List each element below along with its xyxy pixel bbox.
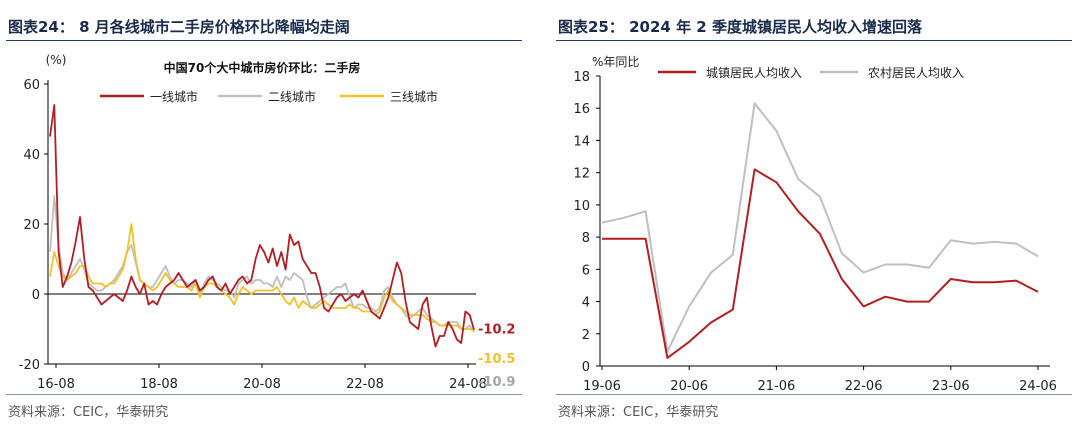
y-tick-label: 20	[23, 218, 40, 233]
y-tick-label: 16	[573, 102, 590, 117]
end-value-label-1: -10.2	[478, 323, 515, 338]
left-figure-title: 图表24： 8 月各线城市二手房价格环比降幅均走阔	[8, 18, 350, 36]
x-tick-label: 18-08	[140, 377, 178, 392]
x-tick-label: 20-06	[670, 379, 708, 394]
left-source-rule	[6, 394, 522, 395]
y-tick-label: 6	[582, 263, 590, 278]
x-tick-label: 24-06	[1019, 379, 1057, 394]
x-tick-label: 19-06	[583, 379, 621, 394]
x-tick-label: 20-08	[243, 377, 281, 392]
series-line-2	[601, 102, 1039, 353]
left-figure-panel: 图表24： 8 月各线城市二手房价格环比降幅均走阔 -20 0 20 40 60 (%) 1…	[0, 0, 530, 427]
y-tick-label: 40	[23, 148, 40, 163]
end-value-label-3: -10.9	[478, 375, 515, 390]
y-tick-label: 10	[573, 199, 590, 214]
x-tick-label: 16-08	[37, 377, 75, 392]
series-line-1	[602, 168, 1039, 359]
right-source-rule	[556, 394, 1072, 395]
legend-label-2: 农村居民人均收入	[868, 66, 964, 80]
x-tick-label: 23-06	[932, 379, 970, 394]
inner-chart-title: 中国70个大中城市房价环比：二手房	[164, 60, 361, 75]
right-chart: 0 2 4 6 8 10 12 14 16 18%年同比 19-06 20-06 21-06 22-06 2…	[573, 55, 1057, 394]
end-value-label-2: -10.5	[478, 352, 515, 367]
y-tick-label: 4	[582, 296, 590, 311]
x-tick-label: 22-06	[845, 379, 883, 394]
x-tick-label: 24-08	[449, 377, 487, 392]
legend-label-1: 城镇居民人均收入	[706, 66, 802, 80]
x-tick-label: 22-08	[346, 377, 384, 392]
right-title-rule	[556, 40, 1072, 41]
y-unit-label: (%)	[46, 53, 67, 67]
left-source: 资料来源：CEIC，华泰研究	[8, 405, 169, 420]
right-source: 资料来源：CEIC，华泰研究	[558, 405, 719, 420]
series-line-3	[49, 223, 475, 332]
y-tick-label: 12	[573, 167, 590, 182]
y-tick-label: 8	[582, 231, 590, 246]
left-title-rule	[6, 40, 522, 41]
legend-label-1: 一线城市	[150, 89, 198, 104]
legend-label-2: 二线城市	[268, 89, 316, 104]
left-chart: -20 0 20 40 60 (%) 16-08 18-08 20-08 22-08 24-08 中国…	[19, 53, 516, 392]
legend-label-3: 三线城市	[390, 89, 438, 104]
y-tick-label: 0	[582, 360, 590, 375]
x-tick-label: 21-06	[758, 379, 796, 394]
y-tick-label: 0	[32, 288, 40, 303]
y-unit-label: %年同比	[592, 55, 639, 69]
right-figure-title: 图表25： 2024 年 2 季度城镇居民人均收入增速回落	[558, 18, 922, 36]
series-line-1	[49, 104, 475, 348]
right-figure-panel: 图表25： 2024 年 2 季度城镇居民人均收入增速回落 0 2 4 6 8 10 12 1…	[550, 0, 1080, 427]
y-tick-label: 2	[582, 328, 590, 343]
y-tick-label: 14	[573, 134, 590, 149]
y-tick-label: 60	[23, 78, 40, 93]
y-tick-label: 18	[573, 70, 590, 85]
series-line-2	[49, 195, 475, 333]
y-tick-label: -20	[19, 358, 40, 373]
